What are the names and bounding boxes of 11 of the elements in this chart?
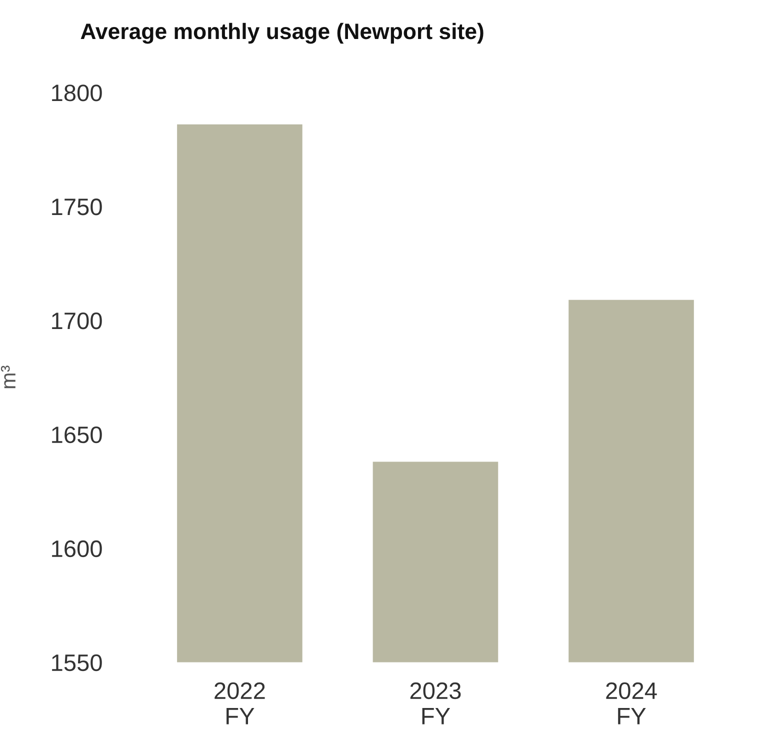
y-tick-label: 1700 [52,312,102,330]
y-axis-title: m³ [0,366,16,388]
x-tick-label: 2023 FY [410,682,461,724]
chart-title: Average monthly usage (Newport site) [80,22,484,44]
y-tick-label: 1800 [52,84,102,102]
y-tick-label: 1750 [52,198,102,216]
y-tick-label: 1650 [52,426,102,444]
x-tick-label: 2024 FY [606,682,657,724]
y-tick-label: 1550 [52,654,102,672]
x-tick-label: 2022 FY [214,682,265,724]
y-tick-label: 1600 [52,540,102,558]
